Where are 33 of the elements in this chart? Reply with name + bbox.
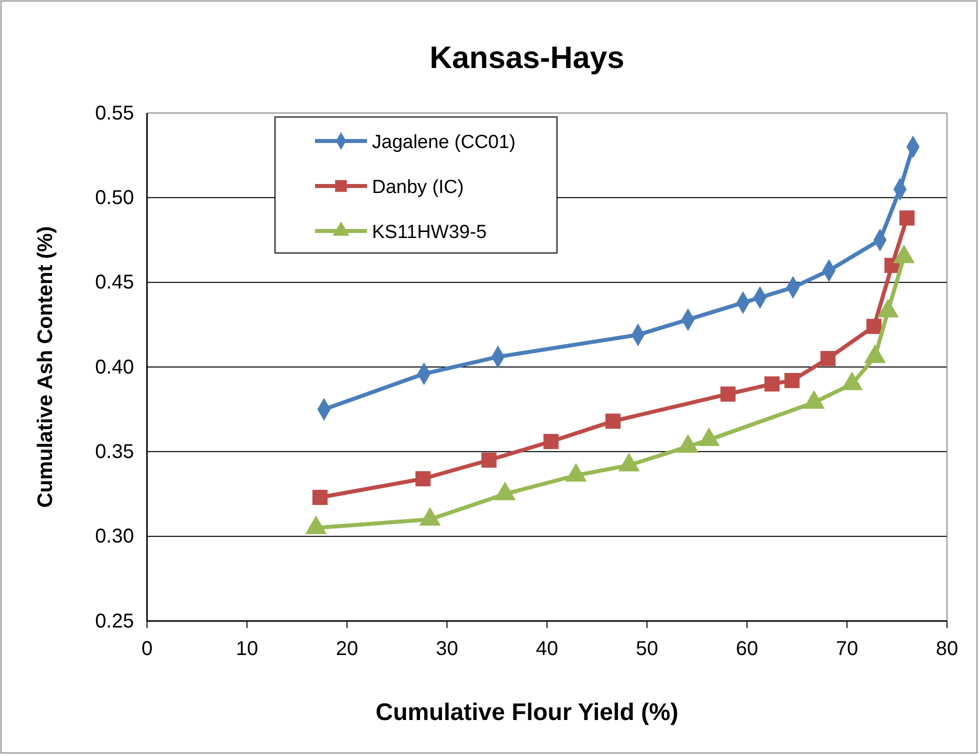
- y-tick-label: 0.30: [95, 526, 134, 548]
- point: [415, 471, 431, 486]
- legend-label: KS11HW39-5: [372, 222, 487, 243]
- x-tick-label: 80: [936, 638, 958, 660]
- chart-title: Kansas-Hays: [430, 40, 624, 75]
- x-tick-label: 60: [736, 638, 758, 660]
- point: [312, 490, 328, 505]
- point: [764, 376, 780, 392]
- point: [866, 318, 882, 334]
- point: [820, 350, 836, 366]
- legend-label: Jagalene (CC01): [372, 132, 516, 153]
- y-tick-label: 0.35: [95, 441, 134, 464]
- x-tick-label: 50: [636, 638, 658, 660]
- y-tick-label: 0.50: [95, 187, 134, 210]
- point: [605, 414, 621, 429]
- y-tick-label: 0.45: [95, 272, 134, 294]
- x-tick-label: 40: [536, 638, 558, 660]
- point: [481, 452, 497, 468]
- x-axis-title: Cumulative Flour Yield (%): [376, 699, 678, 726]
- legend-label: Danby (IC): [372, 177, 464, 198]
- x-tick-label: 10: [236, 638, 258, 660]
- point: [899, 210, 915, 226]
- x-tick-label: 30: [436, 638, 458, 660]
- y-axis-title: Cumulative Ash Content (%): [34, 226, 57, 508]
- point: [543, 434, 559, 450]
- y-tick-label: 0.55: [95, 102, 134, 124]
- y-tick-label: 0.40: [95, 356, 134, 378]
- x-tick-label: 20: [336, 638, 358, 660]
- point: [784, 372, 800, 388]
- point: [720, 386, 736, 402]
- y-tick-label: 0.25: [95, 610, 134, 632]
- x-tick-label: 0: [141, 638, 153, 660]
- x-tick-label: 70: [836, 638, 858, 660]
